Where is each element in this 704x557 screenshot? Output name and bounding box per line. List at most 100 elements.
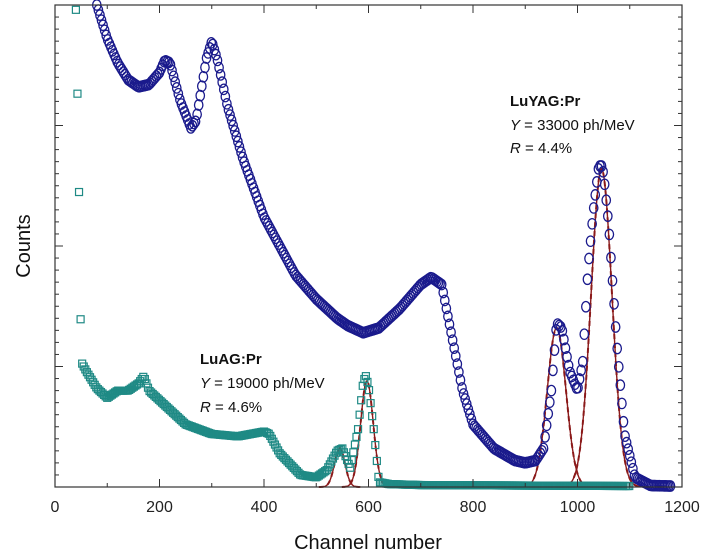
- data-point: [461, 398, 472, 410]
- data-point: [234, 141, 245, 153]
- data-point: [220, 90, 231, 103]
- data-point: [465, 408, 475, 421]
- data-point: [452, 358, 463, 370]
- data-point: [609, 297, 619, 310]
- data-point: [270, 232, 281, 245]
- data-point: [173, 87, 184, 100]
- data-point: [562, 351, 572, 363]
- data-point: [371, 440, 380, 450]
- data-point: [563, 359, 574, 372]
- data-point: [211, 48, 221, 61]
- data-point: [280, 249, 290, 262]
- data-point: [449, 342, 460, 355]
- data-point: [458, 388, 469, 400]
- x-tick-label: 0: [51, 499, 60, 516]
- annotation-luyag: LuYAG:Pr Y = 33000 ph/MeV R = 4.4%: [510, 93, 635, 157]
- data-point: [281, 252, 292, 265]
- data-point: [588, 202, 599, 214]
- x-tick-label: 1200: [664, 499, 700, 516]
- data-point: [598, 165, 608, 178]
- data-point: [209, 43, 220, 56]
- annotation-luag-name: LuAG:Pr: [200, 351, 262, 368]
- data-point: [74, 187, 84, 197]
- data-point: [283, 255, 293, 268]
- data-point: [626, 456, 637, 469]
- data-point: [577, 355, 588, 368]
- data-point: [537, 444, 547, 457]
- data-point: [346, 463, 355, 472]
- data-point: [573, 381, 583, 394]
- data-point: [612, 342, 623, 355]
- data-point: [96, 14, 107, 27]
- data-point: [551, 324, 561, 336]
- data-point: [168, 70, 179, 83]
- data-point: [618, 415, 629, 428]
- data-point: [222, 97, 232, 110]
- data-point: [460, 393, 471, 405]
- data-point: [457, 382, 467, 394]
- data-point: [198, 70, 209, 83]
- data-point: [357, 396, 366, 405]
- data-point: [615, 379, 626, 391]
- data-point: [559, 333, 569, 346]
- data-point: [541, 419, 552, 432]
- data-point: [620, 430, 630, 442]
- data-point: [201, 52, 212, 64]
- data-point: [544, 396, 555, 409]
- data-point: [625, 481, 634, 491]
- data-point: [151, 70, 162, 82]
- data-point: [284, 258, 295, 271]
- data-point: [463, 403, 474, 416]
- data-point: [350, 440, 360, 449]
- data-point: [196, 80, 207, 93]
- data-point: [272, 235, 282, 248]
- data-point: [192, 108, 202, 121]
- data-point: [195, 89, 206, 102]
- data-point: [170, 76, 181, 88]
- data-point: [236, 146, 246, 159]
- data-point: [560, 342, 571, 355]
- data-point: [347, 455, 356, 465]
- annotation-luyag-name: LuYAG:Pr: [510, 93, 580, 110]
- axis-ticks: 0 200 400 600 800 1000 1200: [51, 4, 700, 516]
- data-point: [267, 226, 278, 239]
- data-point: [206, 36, 217, 49]
- data-point: [576, 364, 587, 377]
- data-point: [617, 397, 627, 410]
- data-point: [579, 328, 590, 341]
- data-point: [276, 244, 287, 256]
- data-point: [76, 315, 85, 324]
- data-point: [218, 83, 229, 96]
- data-point: [446, 326, 456, 339]
- series-1: [71, 5, 634, 491]
- data-point: [204, 42, 215, 54]
- data-point: [590, 189, 601, 201]
- data-point: [190, 115, 201, 128]
- data-point: [621, 436, 632, 449]
- data-point: [607, 274, 618, 287]
- data-point: [543, 407, 554, 420]
- data-point: [623, 443, 634, 456]
- data-point: [444, 318, 455, 331]
- data-point: [665, 480, 676, 492]
- data-point: [369, 425, 378, 434]
- data-point: [264, 220, 275, 233]
- data-point: [593, 163, 604, 175]
- data-point: [546, 384, 557, 397]
- data-point: [225, 109, 235, 121]
- data-point: [584, 252, 594, 265]
- data-point: [349, 448, 358, 457]
- data-point: [217, 76, 228, 88]
- data-point: [73, 89, 82, 98]
- data-point: [215, 69, 226, 81]
- data-point: [353, 425, 363, 434]
- annotation-luag-yield: Y = 19000 ph/MeV: [200, 375, 325, 392]
- data-point: [443, 310, 453, 323]
- x-tick-label: 1000: [560, 499, 596, 516]
- data-point: [223, 103, 234, 116]
- data-point: [259, 212, 270, 224]
- data-point: [286, 261, 297, 274]
- data-point: [549, 344, 560, 356]
- data-point: [231, 130, 242, 143]
